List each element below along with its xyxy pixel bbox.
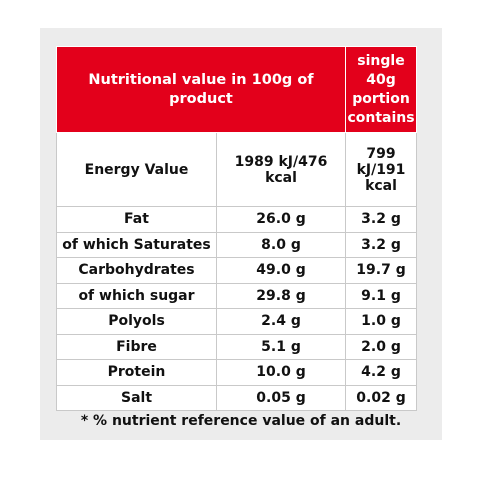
nutrient-label: Carbohydrates [56,257,217,284]
nutrient-per-100g: 26.0 g [216,206,346,233]
nutrient-per-100g: 8.0 g [216,231,346,258]
table-row: Protein 10.0 g 4.2 g [56,359,417,386]
nutrient-label: Polyols [56,308,217,335]
nutrient-portion: 2.0 g [345,333,417,360]
header-per-100g: Nutritional value in 100g of product [56,46,346,133]
nutrient-portion: 19.7 g [345,257,417,284]
nutrient-portion: 4.2 g [345,359,417,386]
table-row: Fibre 5.1 g 2.0 g [56,333,417,360]
nutrient-per-100g: 10.0 g [216,359,346,386]
nutrient-per-100g: 5.1 g [216,333,346,360]
table-row: of which sugar 29.8 g 9.1 g [56,282,417,309]
header-row: Nutritional value in 100g of product sin… [56,46,417,133]
header-portion: single 40g portion contains [345,46,417,133]
nutrient-portion: 1.0 g [345,308,417,335]
nutrient-per-100g: 49.0 g [216,257,346,284]
nutrient-label: of which Saturates [56,231,217,258]
nutrient-portion: 9.1 g [345,282,417,309]
nutrient-label: Fat [56,206,217,233]
nutrient-label: Protein [56,359,217,386]
energy-portion: 799 kJ/191 kcal [345,132,417,207]
nutrient-label: Salt [56,384,217,411]
nutrient-portion: 3.2 g [345,206,417,233]
table-row: Carbohydrates 49.0 g 19.7 g [56,257,417,284]
nutrient-per-100g: 29.8 g [216,282,346,309]
footnote: * % nutrient reference value of an adult… [80,413,402,429]
nutrient-label: Fibre [56,333,217,360]
nutrient-label: of which sugar [56,282,217,309]
energy-per-100g: 1989 kJ/476 kcal [216,132,346,207]
energy-row: Energy Value 1989 kJ/476 kcal 799 kJ/191… [56,132,417,207]
nutrition-table: Nutritional value in 100g of product sin… [56,46,417,411]
table-row: Salt 0.05 g 0.02 g [56,384,417,411]
table-row: Polyols 2.4 g 1.0 g [56,308,417,335]
table-row: of which Saturates 8.0 g 3.2 g [56,231,417,258]
table-row: Fat 26.0 g 3.2 g [56,206,417,233]
nutrient-portion: 3.2 g [345,231,417,258]
nutrient-per-100g: 2.4 g [216,308,346,335]
nutrient-portion: 0.02 g [345,384,417,411]
energy-label: Energy Value [56,132,217,207]
nutrient-per-100g: 0.05 g [216,384,346,411]
